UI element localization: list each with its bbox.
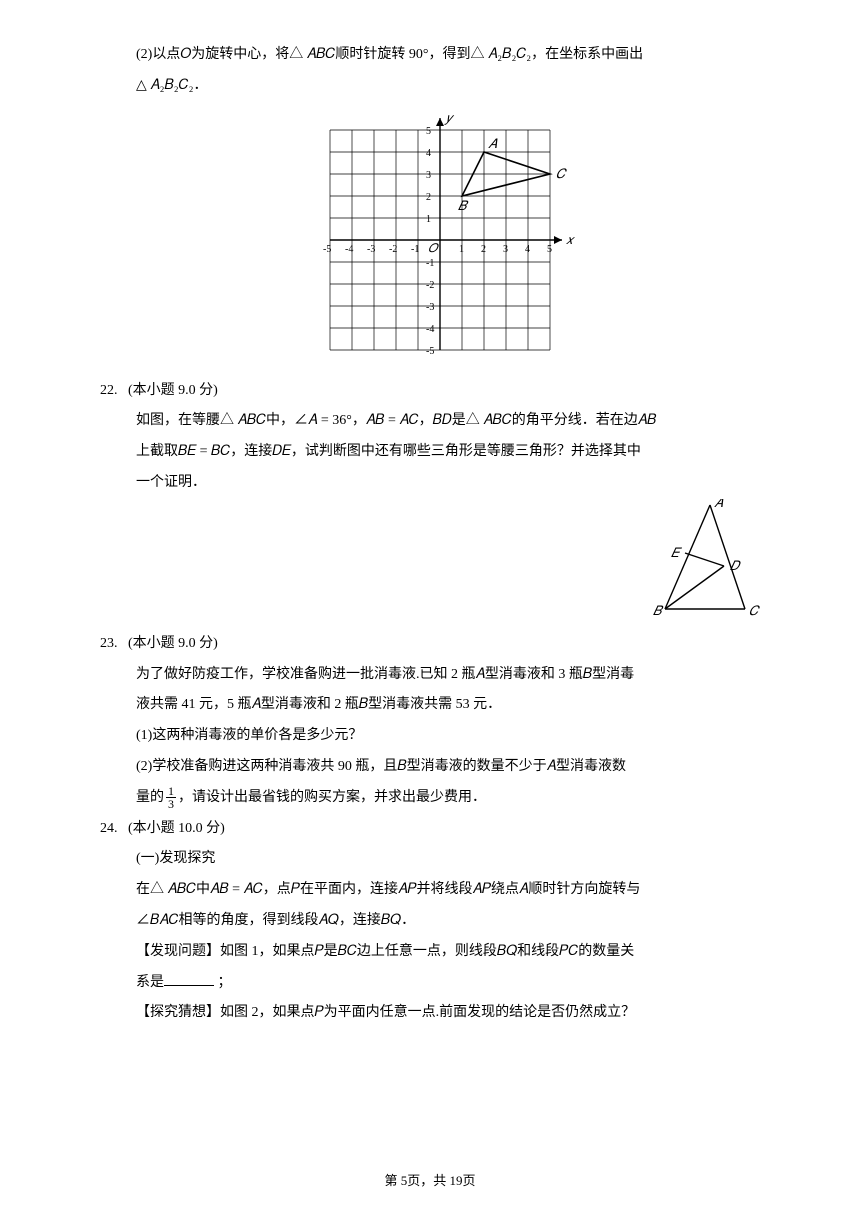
q22-line1: 如图，在等腰△ 𝐴𝐵𝐶中，∠𝐴 = 36°，𝐴𝐵 = 𝐴𝐶，𝐵𝐷是△ 𝐴𝐵𝐶的角… [136, 406, 780, 437]
svg-text:5: 5 [547, 244, 552, 255]
svg-text:𝐸: 𝐸 [671, 545, 683, 560]
svg-text:𝐴: 𝐴 [714, 499, 724, 510]
q22-line2: 上截取𝐵𝐸 = 𝐵𝐶，连接𝐷𝐸，试判断图中还有哪些三角形是等腰三角形？并选择其中 [136, 437, 780, 468]
svg-text:𝐷: 𝐷 [730, 558, 741, 573]
q24-line2: ∠𝐵𝐴𝐶相等的角度，得到线段𝐴𝑄，连接𝐵𝑄． [136, 906, 780, 937]
q24-section1: (一)发现探究 [136, 844, 780, 875]
page-number: 第 5页，共 19页 [384, 1173, 475, 1188]
svg-text:𝐵: 𝐵 [653, 603, 664, 618]
svg-text:-2: -2 [389, 244, 397, 255]
svg-text:1: 1 [459, 244, 464, 255]
svg-text:-2: -2 [426, 280, 434, 291]
q22-points: (本小题 9.0 分) [128, 376, 780, 407]
q23-part2a: (2)学校准备购进这两种消毒液共 90 瓶，且𝐵型消毒液的数量不少于𝐴型消毒液数 [136, 752, 780, 783]
q23-line2: 液共需 41 元，5 瓶𝐴型消毒液和 2 瓶𝐵型消毒液共需 53 元． [136, 690, 780, 721]
svg-text:-4: -4 [426, 324, 434, 335]
q24-line3a: 【发现问题】如图 1，如果点𝑃是𝐵𝐶边上任意一点，则线段𝐵𝑄和线段𝑃𝐶的数量关 [136, 937, 780, 968]
svg-text:-3: -3 [367, 244, 375, 255]
svg-text:4: 4 [426, 148, 431, 159]
q24-line1: 在△ 𝐴𝐵𝐶中𝐴𝐵 = 𝐴𝐶，点𝑃在平面内，连接𝐴𝑃并将线段𝐴𝑃绕点𝐴顺时针方向… [136, 875, 780, 906]
svg-text:3: 3 [426, 170, 431, 181]
q22-header: 22. (本小题 9.0 分) [100, 376, 780, 407]
q24-points: (本小题 10.0 分) [128, 814, 780, 845]
q21-part2-line2: △ 𝐴₂𝐵₂𝐶₂． [136, 71, 780, 102]
svg-text:2: 2 [426, 192, 431, 203]
page-footer: 第 5页，共 19页 [0, 1167, 860, 1196]
svg-text:2: 2 [481, 244, 486, 255]
svg-text:3: 3 [503, 244, 508, 255]
triangle-figure: 𝐴 𝐵 𝐶 𝐷 𝐸 [650, 499, 770, 619]
fraction-one-third: 13 [166, 785, 176, 810]
svg-text:𝑦: 𝑦 [444, 110, 455, 125]
coordinate-grid-figure: -5 -5 -4 -4 -3 -3 -2 -2 -1 -1 1 1 2 2 3 3 4 4 5 5 𝑂𝑥 𝑦 𝐴 𝐵 𝐶 [300, 110, 580, 360]
q23-p2b-post: ，请设计出最省钱的购买方案，并求出最少费用． [178, 790, 486, 805]
q24-header: 24. (本小题 10.0 分) [100, 814, 780, 845]
svg-text:𝐶: 𝐶 [749, 603, 761, 618]
svg-text:𝐵: 𝐵 [458, 198, 469, 213]
q24-l3b-pre: 系是 [136, 975, 164, 990]
svg-text:𝐴: 𝐴 [488, 136, 498, 151]
q23-part1: (1)这两种消毒液的单价各是多少元？ [136, 721, 780, 752]
q23-number: 23. [100, 629, 128, 660]
page-content: (2)以点𝑂为旋转中心，将△ 𝐴𝐵𝐶顺时针旋转 90°，得到△ 𝐴₂𝐵₂𝐶₂，在… [100, 40, 780, 1029]
svg-text:1: 1 [426, 214, 431, 225]
svg-text:-1: -1 [411, 244, 419, 255]
svg-text:-1: -1 [426, 258, 434, 269]
q22-line3: 一个证明． [136, 468, 780, 499]
svg-text:4: 4 [525, 244, 530, 255]
q22-number: 22. [100, 376, 128, 407]
q23-line1: 为了做好防疫工作，学校准备购进一批消毒液.已知 2 瓶𝐴型消毒液和 3 瓶𝐵型消… [136, 660, 780, 691]
q24-line3b: 系是 ； [136, 968, 780, 999]
q21-part2-line1: (2)以点𝑂为旋转中心，将△ 𝐴𝐵𝐶顺时针旋转 90°，得到△ 𝐴₂𝐵₂𝐶₂，在… [136, 40, 780, 71]
q24-line4: 【探究猜想】如图 2，如果点𝑃为平面内任意一点.前面发现的结论是否仍然成立？ [136, 998, 780, 1029]
q23-part2b: 量的13，请设计出最省钱的购买方案，并求出最少费用． [136, 783, 780, 814]
svg-text:-4: -4 [345, 244, 353, 255]
q24-l3b-post: ； [214, 975, 232, 990]
svg-text:-5: -5 [426, 346, 434, 357]
svg-text:-3: -3 [426, 302, 434, 313]
q23-p2b-pre: 量的 [136, 790, 164, 805]
q23-header: 23. (本小题 9.0 分) [100, 629, 780, 660]
svg-text:5: 5 [426, 126, 431, 137]
fill-blank [164, 972, 214, 986]
svg-text:-5: -5 [323, 244, 331, 255]
svg-text:𝑂: 𝑂 [428, 241, 439, 255]
q23-points: (本小题 9.0 分) [128, 629, 780, 660]
q24-number: 24. [100, 814, 128, 845]
svg-text:𝐶: 𝐶 [556, 166, 568, 181]
svg-text:𝑥: 𝑥 [566, 232, 576, 247]
